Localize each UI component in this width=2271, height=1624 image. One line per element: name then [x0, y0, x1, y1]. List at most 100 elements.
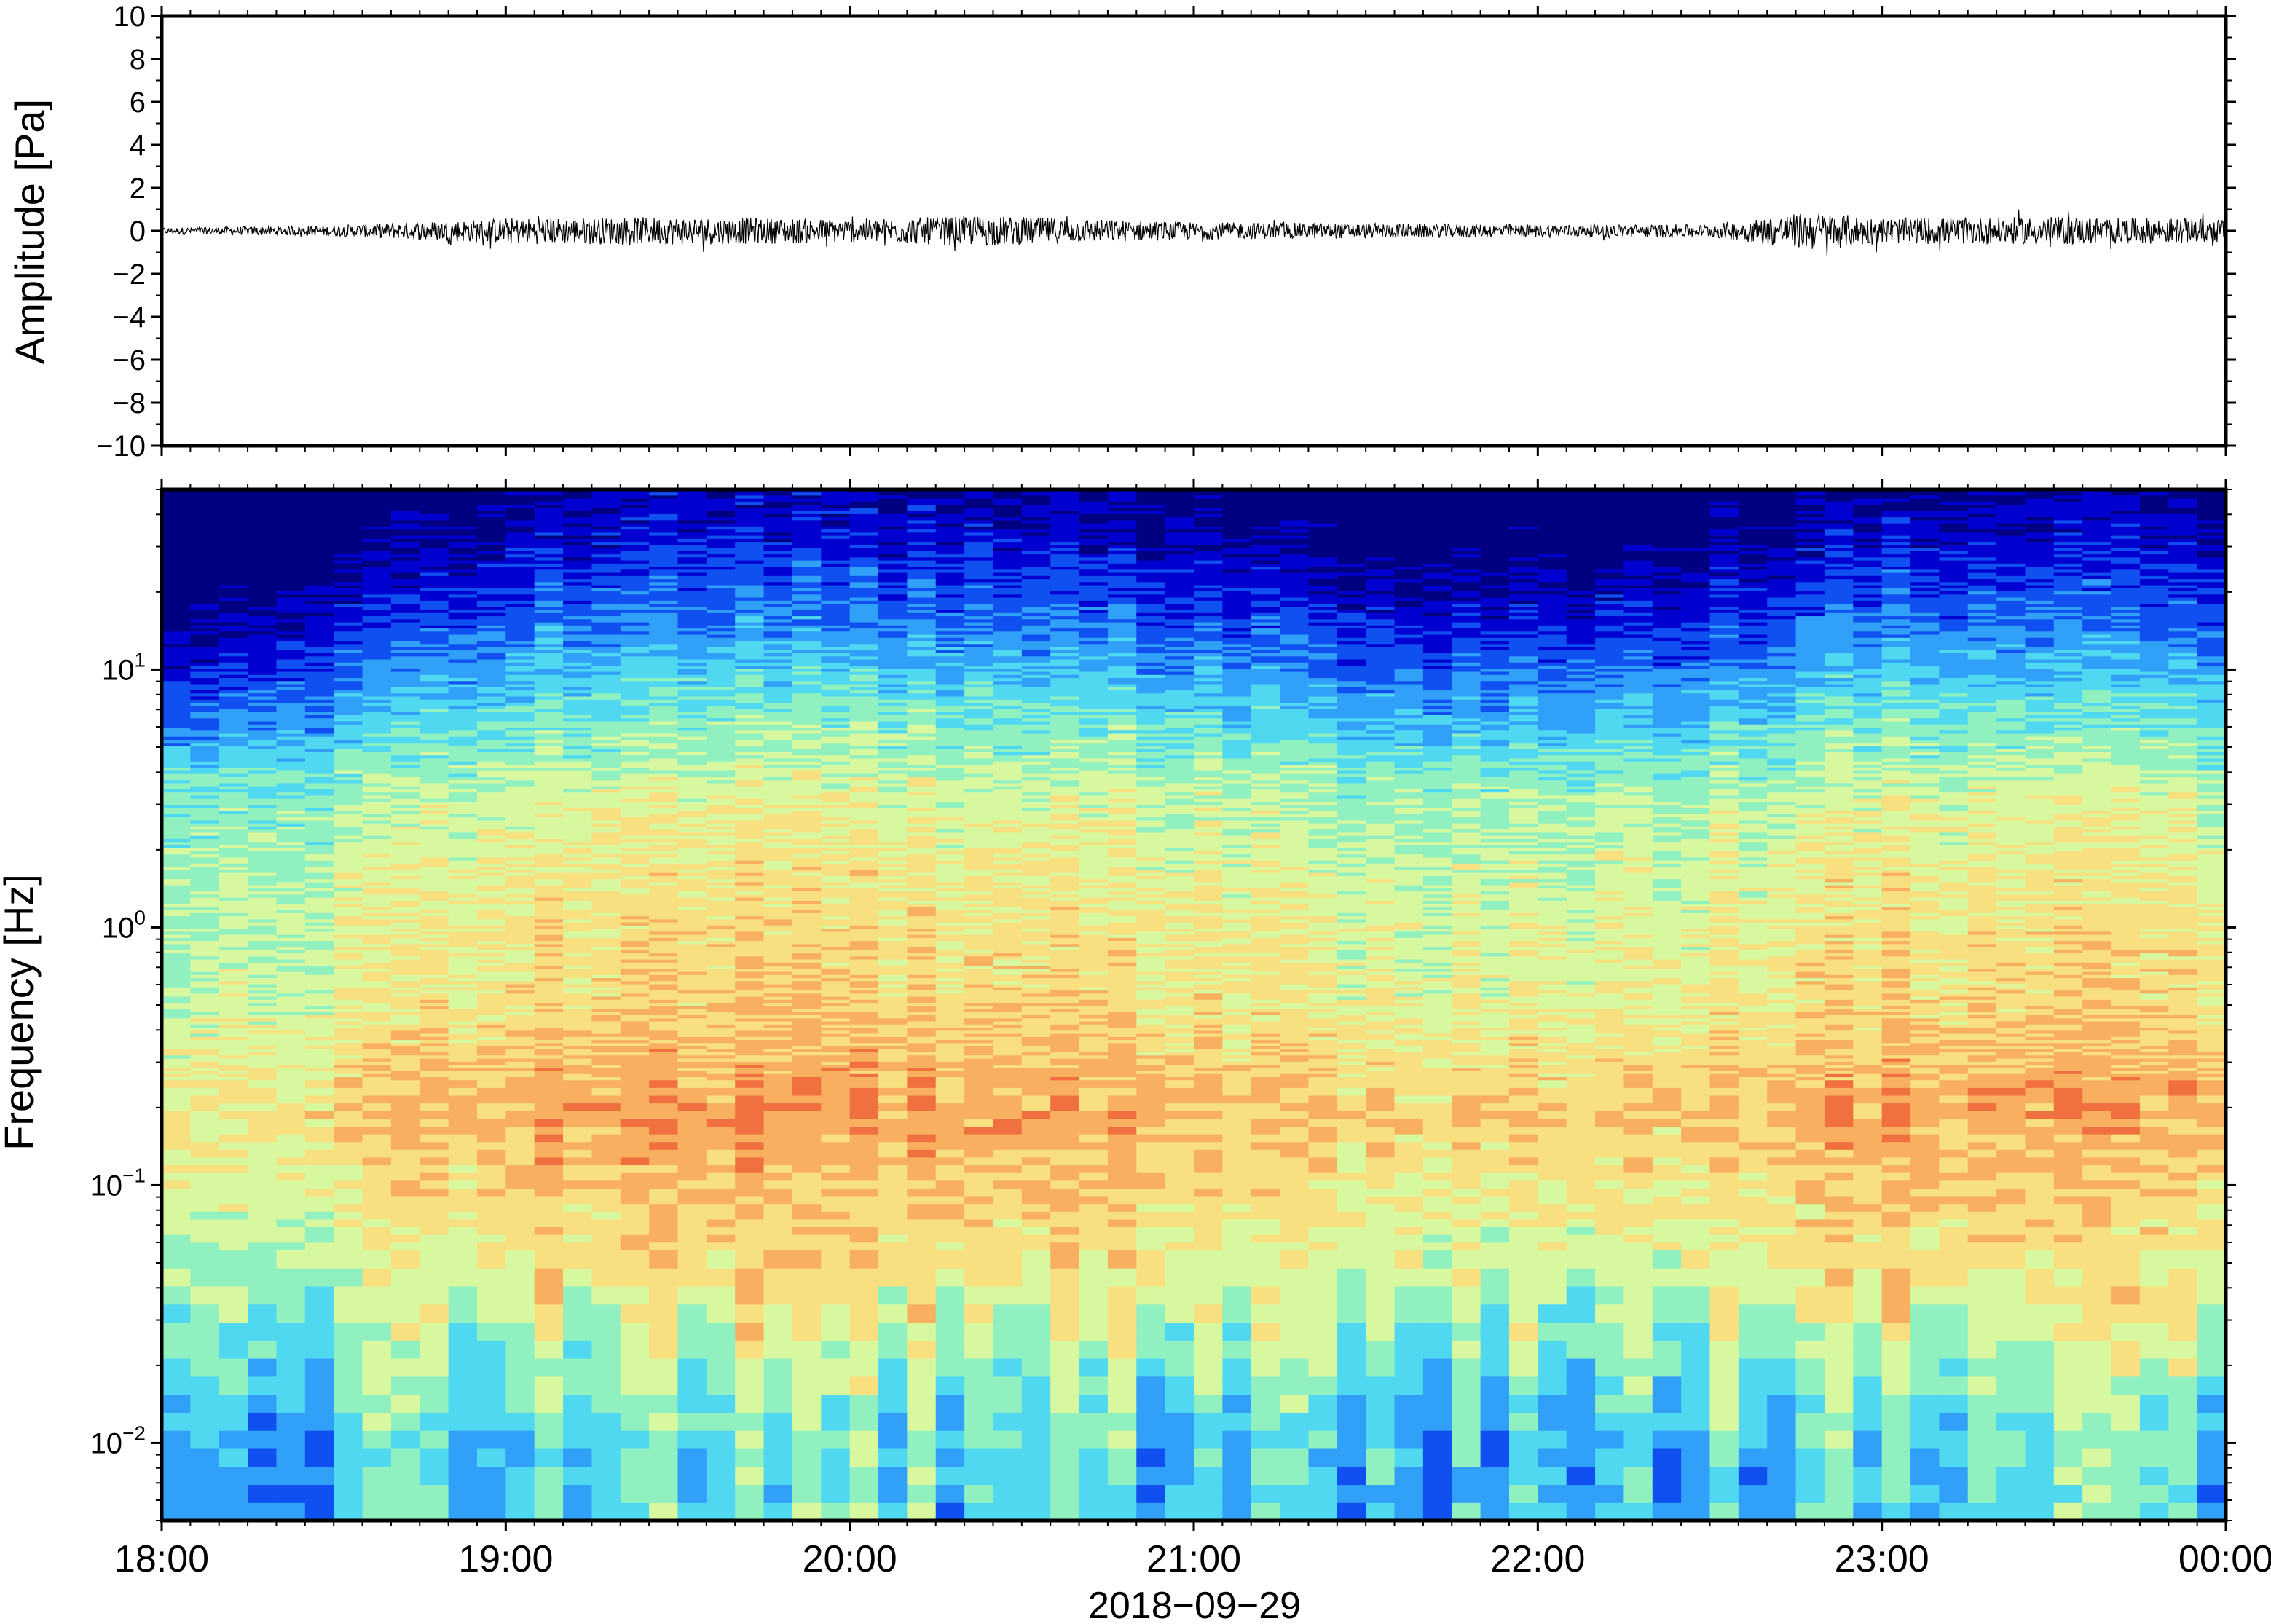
spectrogram-cell	[563, 767, 593, 771]
spectrogram-cell	[476, 541, 506, 545]
spectrogram-cell	[162, 693, 191, 697]
spectrogram-cell	[563, 1218, 593, 1228]
spectrogram-cell	[390, 618, 420, 623]
spectrogram-cell	[649, 1024, 679, 1028]
spectrogram-cell	[649, 928, 679, 932]
spectrogram-cell	[276, 1045, 306, 1049]
spectrogram-cell	[534, 1394, 564, 1413]
spectrogram-cell	[706, 841, 736, 845]
spectrogram-cell	[735, 569, 765, 573]
spectrogram-cell	[362, 671, 392, 675]
spectrogram-cell	[219, 885, 248, 888]
spectrogram-cell	[334, 705, 363, 709]
spectrogram-cell	[334, 971, 363, 975]
spectrogram-cell	[334, 757, 363, 762]
spectrogram-cell	[476, 693, 506, 697]
spectrogram-cell	[362, 637, 392, 642]
spectrogram-cell	[706, 1103, 736, 1111]
spectrogram-cell	[190, 668, 220, 672]
spectrogram-cell	[276, 971, 306, 975]
spectrogram-cell	[304, 823, 334, 827]
spectrogram-cell	[534, 757, 564, 762]
spectrogram-cell	[448, 950, 478, 954]
spectrogram-cell	[362, 1111, 392, 1119]
spectrogram-cell	[304, 856, 334, 861]
spectrogram-cell	[620, 971, 650, 975]
spectrogram-cell	[534, 548, 564, 551]
spectrogram-cell	[362, 1087, 392, 1096]
spectrogram-cell	[219, 693, 248, 697]
spectrogram-cell	[735, 643, 765, 647]
spectrogram-cell	[248, 749, 278, 752]
spectrogram-cell	[534, 958, 564, 963]
spectrogram-cell	[420, 594, 449, 598]
spectrogram-cell	[334, 1322, 363, 1341]
spectrogram-cell	[190, 1042, 220, 1046]
spectrogram-cell	[735, 615, 765, 620]
spectrogram-cell	[362, 538, 392, 543]
spectrogram-cell	[420, 504, 449, 508]
spectrogram-cell	[649, 714, 679, 719]
spectrogram-cell	[563, 708, 593, 712]
spectrogram-cell	[649, 922, 679, 926]
spectrogram-cell	[591, 501, 621, 505]
spectrogram-cell	[162, 937, 191, 942]
spectrogram-cell	[420, 498, 449, 502]
spectrogram-cell	[248, 947, 278, 950]
spectrogram-cell	[677, 1002, 707, 1006]
spectrogram-cell	[706, 532, 736, 536]
spectrogram-cell	[276, 891, 306, 895]
spectrogram-cell	[735, 1027, 765, 1031]
spectrogram-cell	[276, 872, 306, 876]
spectrogram-cell	[591, 953, 621, 957]
spectrogram-cell	[190, 1322, 220, 1341]
spectrogram-cell	[190, 885, 220, 888]
spectrogram-cell	[334, 782, 363, 787]
spectrogram-cell	[276, 906, 306, 910]
spectrogram-cell	[563, 761, 593, 765]
spectrogram-cell	[390, 736, 420, 740]
spectrogram-cell	[649, 826, 679, 830]
spectrogram-cell	[334, 856, 363, 861]
spectrogram-cell	[620, 687, 650, 691]
spectrogram-cell	[677, 934, 707, 938]
spectrogram-cell	[420, 968, 449, 972]
spectrogram-cell	[620, 708, 650, 712]
spectrogram-cell	[649, 581, 679, 586]
spectrogram-cell	[534, 643, 564, 647]
spectrogram-cell	[420, 662, 449, 666]
spectrogram-cell	[162, 1070, 191, 1074]
spectrogram-cell	[334, 934, 363, 938]
spectrogram-cell	[591, 548, 621, 551]
spectrogram-cell	[735, 1322, 765, 1341]
spectrogram-cell	[190, 695, 220, 700]
spectrogram-cell	[505, 962, 535, 966]
spectrogram-cell	[190, 643, 220, 647]
spectrogram-cell	[276, 519, 306, 524]
spectrogram-cell	[448, 854, 478, 858]
spectrogram-cell	[591, 665, 621, 669]
spectrogram-cell	[248, 866, 278, 870]
spectrogram-cell	[162, 955, 191, 960]
spectrogram-cell	[620, 569, 650, 573]
spectrogram-cell	[505, 795, 535, 799]
spectrogram-cell	[420, 990, 449, 994]
spectrogram-cell	[448, 844, 478, 848]
amplitude-y-tick-label: 8	[130, 44, 146, 76]
spectrogram-cell	[390, 943, 420, 947]
spectrogram-cell	[276, 1149, 306, 1158]
spectrogram-cell	[563, 724, 593, 728]
spectrogram-cell	[677, 1484, 707, 1503]
spectrogram-cell	[476, 854, 506, 858]
spectrogram-cell	[591, 615, 621, 620]
spectrogram-cell	[706, 1376, 736, 1395]
spectrogram-cell	[362, 1203, 392, 1212]
spectrogram-cell	[190, 786, 220, 789]
spectrogram-cell	[362, 779, 392, 784]
spectrogram-cell	[304, 835, 334, 839]
spectrogram-cell	[304, 1030, 334, 1034]
spectrogram-cell	[190, 912, 220, 917]
spectrogram-cell	[190, 1002, 220, 1006]
spectrogram-cell	[276, 575, 306, 580]
spectrogram-cell	[190, 980, 220, 985]
